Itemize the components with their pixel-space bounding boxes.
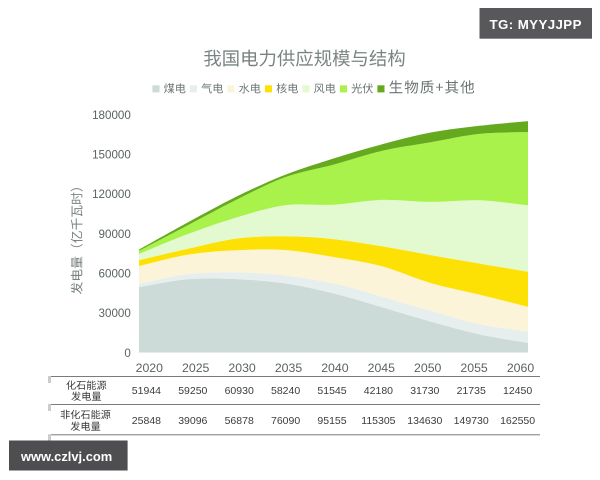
svg-text:21735: 21735 xyxy=(457,385,486,397)
svg-text:www.czlvj.com: www.czlvj.com xyxy=(20,449,112,464)
svg-text:149730: 149730 xyxy=(454,415,489,427)
svg-text:TG: MYYJJPP: TG: MYYJJPP xyxy=(490,17,582,32)
svg-text:25848: 25848 xyxy=(132,415,161,427)
svg-text:76090: 76090 xyxy=(271,415,300,427)
svg-text:2025: 2025 xyxy=(182,361,210,375)
svg-text:51944: 51944 xyxy=(132,385,161,397)
svg-text:60930: 60930 xyxy=(225,385,254,397)
svg-text:2055: 2055 xyxy=(460,361,488,375)
svg-text:90000: 90000 xyxy=(99,228,131,241)
svg-text:95155: 95155 xyxy=(317,415,346,427)
svg-text:59250: 59250 xyxy=(178,385,207,397)
svg-text:162550: 162550 xyxy=(500,415,535,427)
svg-text:2040: 2040 xyxy=(321,361,349,375)
svg-text:0: 0 xyxy=(124,347,130,360)
svg-text:2050: 2050 xyxy=(414,361,442,375)
svg-text:2020: 2020 xyxy=(136,361,164,375)
svg-text:12450: 12450 xyxy=(503,385,532,397)
svg-text:30000: 30000 xyxy=(99,307,131,320)
svg-text:51545: 51545 xyxy=(317,385,346,397)
svg-text:58240: 58240 xyxy=(271,385,300,397)
svg-text:115305: 115305 xyxy=(361,415,395,427)
svg-text:120000: 120000 xyxy=(92,188,131,201)
svg-text:56878: 56878 xyxy=(225,415,254,427)
svg-text:134630: 134630 xyxy=(407,415,442,427)
svg-text:42180: 42180 xyxy=(364,385,393,397)
svg-text:150000: 150000 xyxy=(92,149,131,162)
svg-text:180000: 180000 xyxy=(92,109,131,122)
svg-text:39096: 39096 xyxy=(178,415,207,427)
svg-text:60000: 60000 xyxy=(99,268,131,281)
svg-text:2030: 2030 xyxy=(228,361,256,375)
svg-text:2060: 2060 xyxy=(507,361,535,375)
svg-text:31730: 31730 xyxy=(410,385,439,397)
svg-text:2035: 2035 xyxy=(275,361,303,375)
svg-text:2045: 2045 xyxy=(368,361,396,375)
